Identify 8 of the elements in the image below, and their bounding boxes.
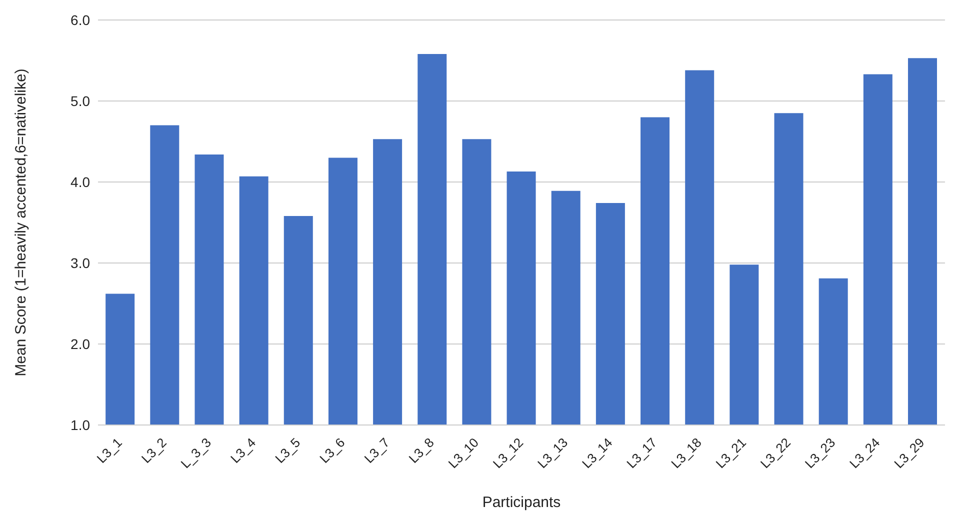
y-tick-label: 2.0: [70, 336, 90, 352]
y-tick-label: 6.0: [70, 12, 90, 28]
y-tick-label: 5.0: [70, 92, 90, 109]
y-axis-title: Mean Score (1=heavily accented,6=nativelike): [12, 68, 30, 376]
y-tick-label: 4.0: [70, 174, 90, 190]
y-tick-label: 1.0: [70, 416, 90, 433]
y-tick-label: 3.0: [70, 254, 90, 271]
x-axis-title: Participants: [482, 494, 561, 511]
